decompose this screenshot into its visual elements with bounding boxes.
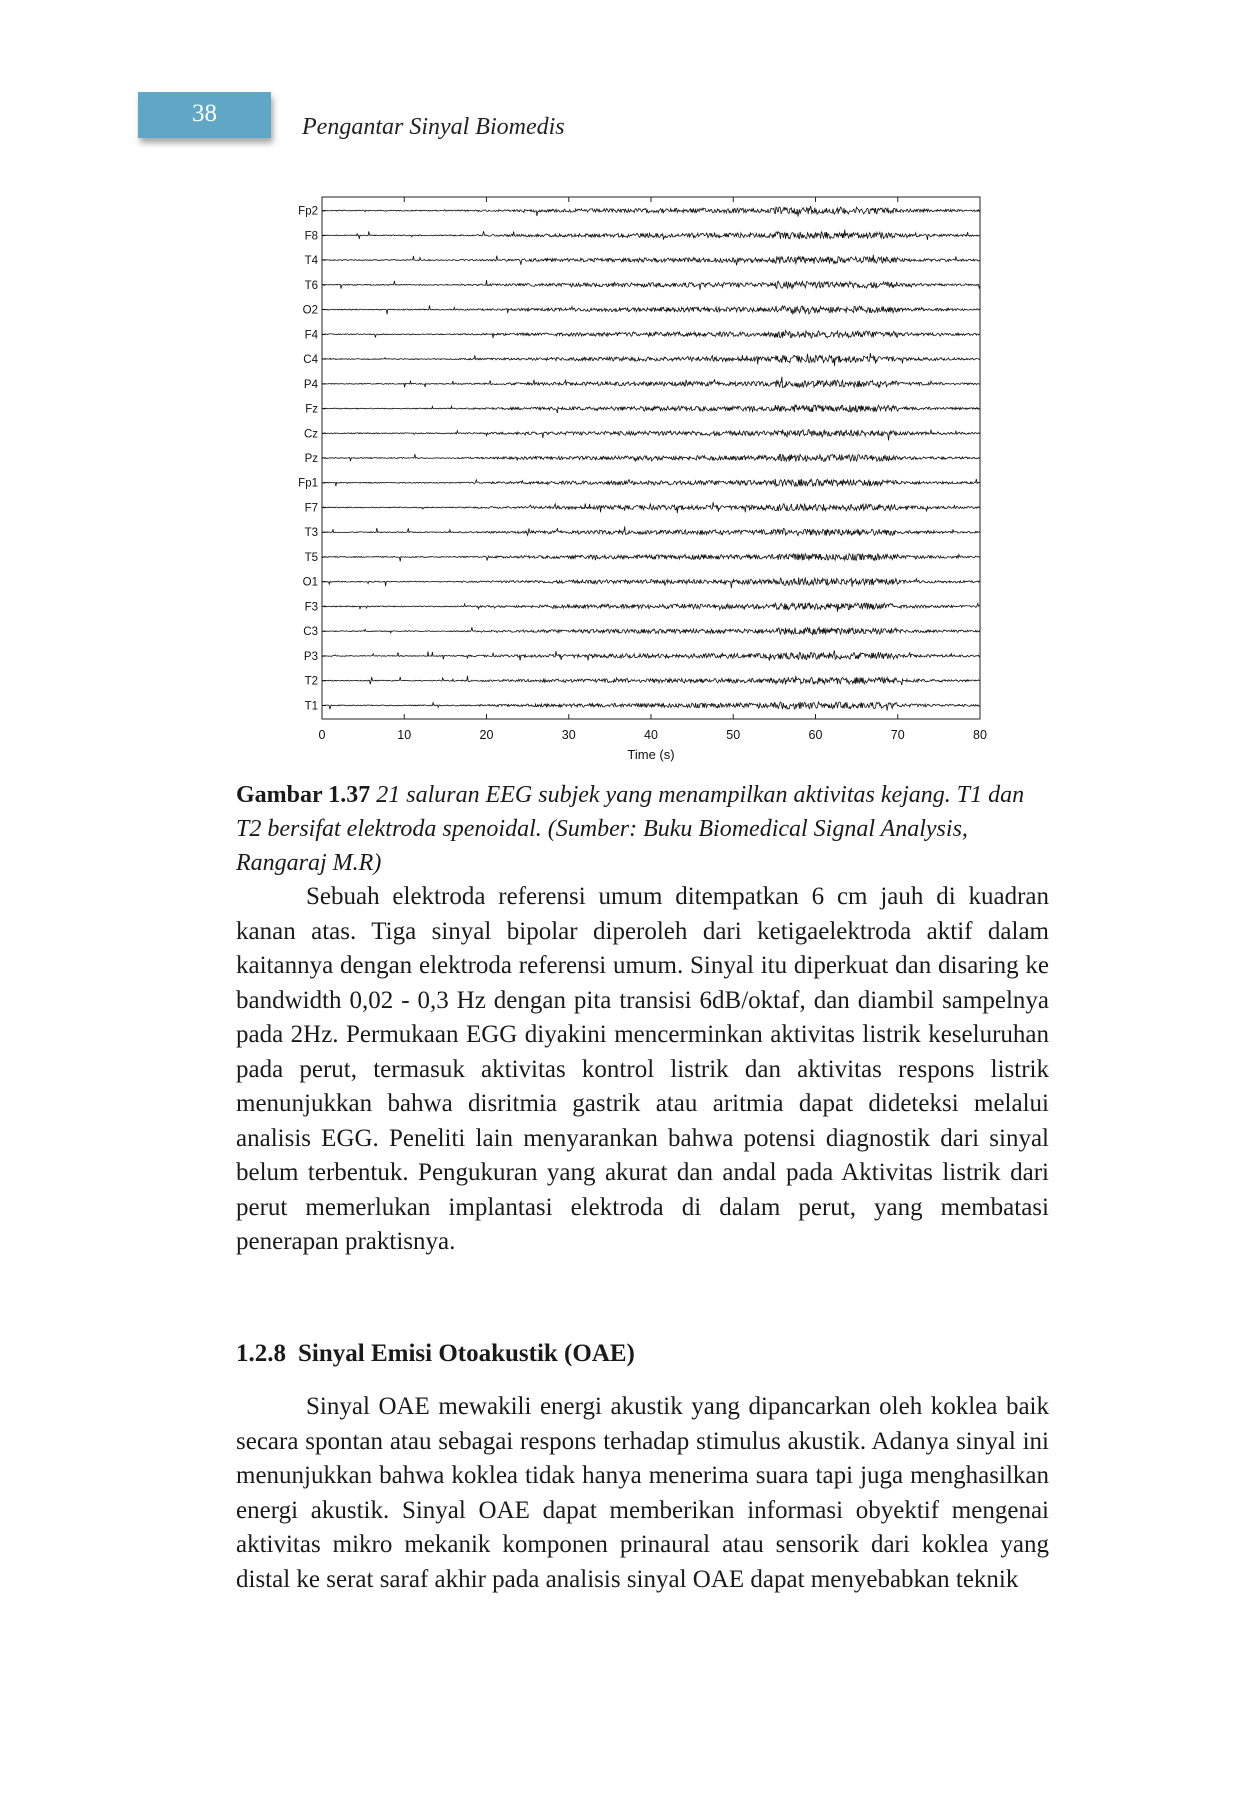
channel-label: Fp1: [298, 478, 318, 490]
x-tick-label: 80: [973, 728, 987, 742]
x-tick-label: 20: [480, 728, 494, 742]
eeg-trace: [321, 601, 980, 612]
channel-label: F8: [305, 230, 318, 242]
eeg-trace: [321, 205, 981, 217]
channel-label: P3: [304, 651, 318, 663]
eeg-trace: [321, 329, 981, 339]
channel-label: T3: [305, 527, 318, 539]
figure-caption: Gambar 1.37 21 saluran EEG subjek yang m…: [236, 778, 1049, 880]
channel-label: T2: [305, 676, 318, 688]
eeg-trace: [321, 502, 981, 514]
channel-label: Cz: [304, 428, 318, 440]
x-tick-label: 0: [319, 728, 326, 742]
eeg-trace: [321, 700, 981, 711]
running-title: Pengantar Sinyal Biomedis: [302, 114, 565, 140]
channel-label: Pz: [305, 453, 319, 465]
eeg-chart: Fp2 F8 T4 T6 O2 F4 C4 P4 Fz Cz Pz Fp1 F7 T3 T5 O1 F3 C3 P3…: [298, 196, 987, 762]
body-paragraph-1: Sebuah elektroda referensi umum ditempat…: [236, 883, 1049, 1255]
section-number: 1.2.8: [236, 1340, 286, 1367]
channel-label: T5: [305, 552, 318, 564]
channel-label: P4: [304, 379, 319, 391]
page-number: 38: [192, 100, 217, 127]
eeg-figure: Fp2 F8 T4 T6 O2 F4 C4 P4 Fz Cz Pz Fp1 F7 T3 T5 O1 F3 C3 P3…: [280, 195, 1000, 765]
channel-label: T6: [305, 280, 318, 292]
body-paragraph-2: Sinyal OAE mewakili energi akustik yang …: [236, 1393, 1049, 1593]
eeg-trace: [321, 279, 981, 290]
section-title: Sinyal Emisi Otoakustik (OAE): [298, 1340, 635, 1367]
channel-label: T1: [305, 700, 318, 712]
x-tick-label: 60: [809, 728, 823, 742]
eeg-trace: [321, 304, 981, 315]
eeg-trace: [321, 254, 981, 266]
eeg-trace: [321, 576, 981, 589]
channel-label: F3: [305, 601, 318, 613]
channel-label: C3: [303, 626, 318, 638]
channel-label: Fp2: [298, 206, 318, 218]
channel-label: C4: [303, 354, 318, 366]
eeg-trace: [321, 552, 981, 562]
section-heading: 1.2.8 Sinyal Emisi Otoakustik (OAE): [236, 1340, 635, 1368]
page-number-badge: 38: [138, 92, 271, 138]
caption-label: Gambar 1.37: [236, 782, 371, 808]
eeg-trace: [321, 352, 981, 366]
eeg-trace: [321, 526, 981, 537]
eeg-trace: [321, 626, 981, 636]
eeg-trace: [322, 675, 981, 686]
x-tick-label: 10: [397, 728, 411, 742]
eeg-trace: [321, 429, 981, 441]
channel-label: F7: [305, 502, 318, 514]
channel-label: O2: [303, 305, 318, 317]
eeg-trace: [321, 403, 981, 414]
channel-label: O1: [303, 577, 318, 589]
eeg-trace: [321, 478, 981, 488]
channel-label: F4: [305, 329, 319, 341]
x-tick-label: 70: [891, 728, 905, 742]
eeg-trace: [321, 376, 981, 389]
channel-label: Fz: [305, 404, 318, 416]
eeg-trace: [321, 650, 981, 661]
caption-text: 21 saluran EEG subjek yang menampilkan a…: [236, 782, 1025, 876]
x-axis-label: Time (s): [627, 747, 674, 762]
eeg-trace: [322, 453, 981, 463]
eeg-trace: [321, 229, 981, 240]
channel-label: T4: [305, 255, 319, 267]
x-tick-label: 30: [562, 728, 576, 742]
x-tick-label: 40: [644, 728, 658, 742]
x-tick-label: 50: [726, 728, 740, 742]
